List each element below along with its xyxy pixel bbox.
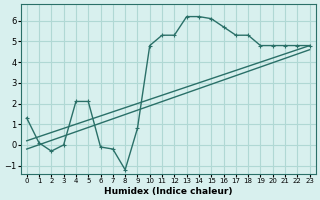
X-axis label: Humidex (Indice chaleur): Humidex (Indice chaleur) xyxy=(104,187,232,196)
